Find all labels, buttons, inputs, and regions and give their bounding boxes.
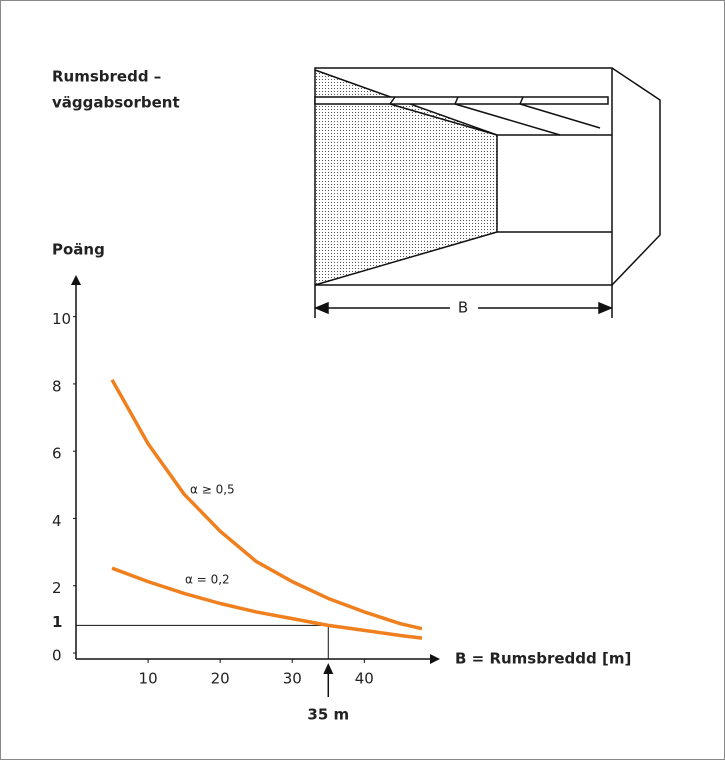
marker-arrow-head bbox=[323, 663, 334, 674]
y-axis-label: Poäng bbox=[52, 241, 105, 259]
room-diagram bbox=[314, 67, 661, 318]
curve bbox=[110, 378, 423, 631]
y-tick-label: 2 bbox=[52, 579, 62, 597]
x-axis-label: B = Rumsbreddd [m] bbox=[455, 650, 631, 668]
y-tick-label: 8 bbox=[52, 377, 62, 395]
x-tick-label: 30 bbox=[283, 670, 302, 688]
y-tick-label: 10 bbox=[52, 310, 71, 328]
x-tick-label: 10 bbox=[139, 670, 158, 688]
marker-y-label: 1 bbox=[52, 613, 62, 631]
title-line: Rumsbredd – bbox=[52, 68, 161, 86]
y-axis-arrow bbox=[71, 275, 81, 285]
x-tick-label: 20 bbox=[211, 670, 230, 688]
series-label: α ≥ 0,5 bbox=[190, 483, 235, 497]
marker-label: 35 m bbox=[307, 706, 349, 724]
curve bbox=[111, 566, 423, 640]
series-label: α = 0,2 bbox=[185, 573, 230, 587]
y-tick-label: 0 bbox=[52, 647, 62, 665]
diagram-label: B bbox=[458, 299, 468, 317]
y-tick-label: 4 bbox=[52, 512, 62, 530]
y-tick-label: 6 bbox=[52, 445, 62, 463]
x-tick-label: 40 bbox=[355, 670, 374, 688]
title-line: väggabsorbent bbox=[52, 94, 180, 112]
x-axis-arrow bbox=[430, 654, 440, 664]
